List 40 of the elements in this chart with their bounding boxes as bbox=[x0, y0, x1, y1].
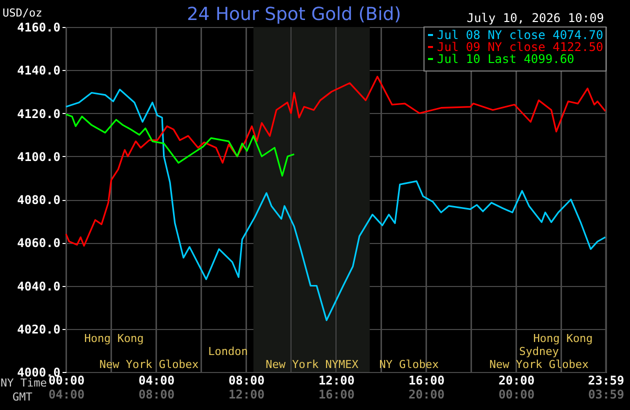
y-tick-label: 4060.0 bbox=[17, 236, 60, 250]
annotation: New York Globex bbox=[99, 358, 200, 371]
x2-tick-label: 12:00 bbox=[228, 388, 265, 402]
x2-tick-label: 20:00 bbox=[408, 388, 445, 402]
y-tick-label: 4020.0 bbox=[17, 322, 60, 336]
x2-axis-title: GMT bbox=[12, 390, 33, 404]
legend-label: Jul 10 Last 4099.60 bbox=[437, 52, 574, 66]
annotation: Hong Kong bbox=[533, 332, 593, 345]
annotation: London bbox=[208, 345, 248, 358]
y-axis-title: USD/oz bbox=[2, 6, 42, 20]
x2-tick-label: 04:00 bbox=[48, 388, 85, 402]
chart-title: 24 Hour Spot Gold (Bid) bbox=[186, 4, 402, 25]
x-tick-label: 20:00 bbox=[498, 374, 535, 388]
x-tick-label: 08:00 bbox=[228, 374, 265, 388]
x2-tick-label: 16:00 bbox=[318, 388, 355, 402]
line-series bbox=[65, 76, 606, 247]
chart-subtitle: July 10, 2026 10:09 bbox=[466, 11, 604, 25]
annotation: NY Globex bbox=[379, 358, 440, 371]
annotation: New York Globex bbox=[489, 358, 590, 371]
y-tick-label: 4140.0 bbox=[17, 64, 60, 78]
legend-label: Jul 09 NY close 4122.50 bbox=[437, 40, 604, 54]
y-tick-label: 4100.0 bbox=[17, 150, 60, 164]
line-series bbox=[65, 88, 606, 322]
y-tick-label: 4040.0 bbox=[17, 279, 60, 294]
line-series bbox=[65, 114, 295, 177]
x-tick-label: 16:00 bbox=[408, 374, 445, 388]
annotation: Hong Kong bbox=[84, 332, 144, 345]
y-tick-label: 4080.0 bbox=[17, 193, 60, 207]
x-tick-label: 23:59 bbox=[588, 374, 624, 388]
y-tick-label: 4160.0 bbox=[17, 20, 60, 34]
x-axis-title: NY Time bbox=[0, 376, 47, 390]
y-tick-label: 4120.0 bbox=[17, 106, 60, 121]
x-tick-label: 04:00 bbox=[138, 374, 175, 388]
legend-label: Jul 08 NY close 4074.70 bbox=[437, 28, 604, 42]
annotation: New York NYMEX bbox=[266, 358, 359, 371]
x2-tick-label: 00:00 bbox=[498, 388, 535, 402]
x2-tick-label: 03:59 bbox=[588, 388, 624, 402]
x2-tick-label: 08:00 bbox=[138, 388, 175, 402]
annotation: Sydney bbox=[519, 345, 560, 358]
x-tick-label: 12:00 bbox=[318, 374, 355, 388]
